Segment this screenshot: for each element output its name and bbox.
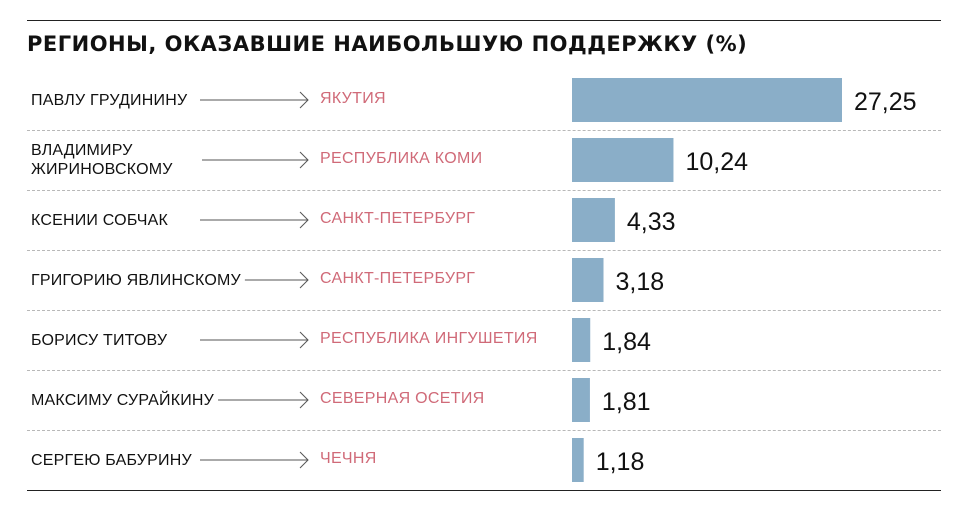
region-label: РЕСПУБЛИКА ИНГУШЕТИЯ: [320, 330, 538, 347]
candidate-label: ВЛАДИМИРУ ЖИРИНОВСКОМУ: [31, 142, 173, 178]
bar: [572, 318, 591, 362]
value-label: 3,18: [615, 268, 665, 296]
candidate-label: МАКСИМУ СУРАЙКИНУ: [31, 391, 215, 409]
bar: [572, 258, 604, 302]
bar: [572, 378, 590, 422]
row-separator: [27, 250, 941, 251]
region-label: ЯКУТИЯ: [320, 90, 386, 107]
value-label: 1,81: [601, 388, 651, 416]
bottom-rule: [27, 490, 941, 491]
arrow-head-icon: [299, 91, 309, 109]
bar: [572, 198, 615, 242]
region-label: САНКТ-ПЕТЕРБУРГ: [320, 270, 476, 287]
value-label: 27,25: [854, 88, 917, 116]
row-separator: [27, 370, 941, 371]
arrow-head-icon: [299, 211, 309, 229]
value-label: 10,24: [685, 148, 749, 176]
arrow-head-icon: [299, 151, 309, 169]
row-separator: [27, 190, 941, 191]
top-rule: [27, 20, 941, 21]
arrow-head-icon: [299, 451, 309, 469]
row-separator: [27, 310, 941, 311]
region-label: СЕВЕРНАЯ ОСЕТИЯ: [320, 390, 485, 407]
region-label: ЧЕЧНЯ: [320, 450, 377, 467]
bar: [572, 78, 842, 122]
value-label: 1,18: [595, 448, 645, 476]
bar: [572, 138, 674, 182]
arrow-head-icon: [299, 391, 309, 409]
candidate-label: БОРИСУ ТИТОВУ: [31, 331, 168, 349]
chart-title: РЕГИОНЫ, ОКАЗАВШИЕ НАИБОЛЬШУЮ ПОДДЕРЖКУ …: [27, 32, 748, 56]
bar: [572, 438, 584, 482]
candidate-label: ПАВЛУ ГРУДИНИНУ: [31, 91, 188, 109]
region-label: РЕСПУБЛИКА КОМИ: [320, 150, 483, 167]
value-label: 1,84: [602, 328, 651, 356]
arrow-head-icon: [299, 271, 309, 289]
candidate-label: ГРИГОРИЮ ЯВЛИНСКОМУ: [31, 271, 241, 289]
arrow-head-icon: [299, 331, 309, 349]
value-label: 4,33: [626, 208, 676, 236]
candidate-label: КСЕНИИ СОБЧАК: [31, 211, 169, 229]
row-separator: [27, 130, 941, 131]
region-label: САНКТ-ПЕТЕРБУРГ: [320, 210, 476, 227]
candidate-label: СЕРГЕЮ БАБУРИНУ: [31, 451, 192, 469]
row-separator: [27, 430, 941, 431]
